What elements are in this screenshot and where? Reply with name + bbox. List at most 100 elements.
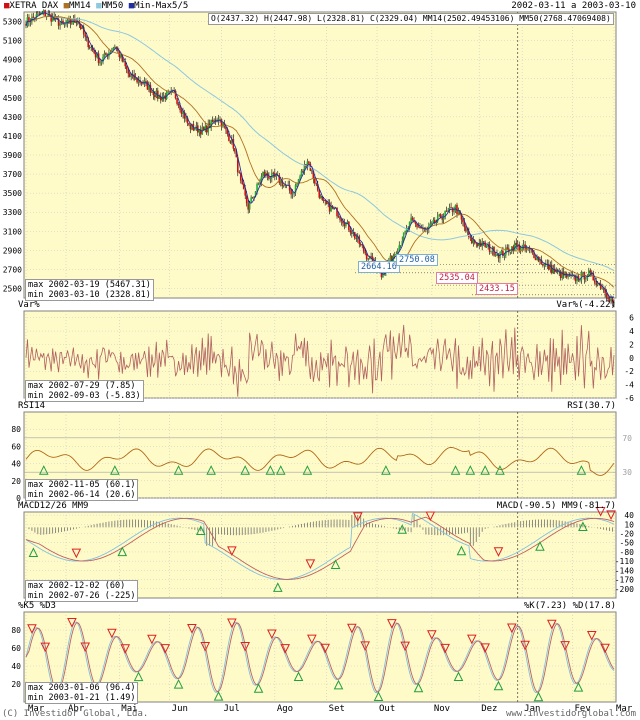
- macd-title: MACD12/26 MM9: [18, 501, 89, 511]
- candle-body-45: [91, 47, 94, 51]
- candle-body-240: [380, 271, 383, 277]
- candle-body-139: [231, 139, 233, 144]
- candle-body-106: [182, 112, 184, 114]
- stoch-sell-marker-274: [427, 630, 437, 640]
- candle-body-246: [389, 255, 392, 263]
- candle-body-199: [319, 196, 322, 198]
- var-max: max 2002-07-29 (7.85): [28, 381, 136, 391]
- legend-dax-label: XETRA DAX: [9, 1, 59, 11]
- candle-body-223: [355, 238, 358, 240]
- month-label-Mar: Mar: [616, 704, 633, 714]
- candle-body-258: [407, 227, 409, 229]
- p3-tick--110: -110: [615, 557, 634, 566]
- rsi-value: RSI(30.7): [567, 401, 616, 411]
- candle-body-77: [139, 80, 141, 83]
- macd-sell-marker-15: [595, 507, 606, 517]
- candle-body-142: [235, 151, 238, 158]
- p3-tick-10: 10: [624, 520, 634, 529]
- candle-body-283: [444, 210, 446, 217]
- stoch-max: max 2003-01-06 (96.4): [28, 683, 136, 693]
- stoch-sell-marker-175: [280, 644, 291, 654]
- candle-body-196: [315, 183, 318, 185]
- candle-body-187: [302, 170, 304, 172]
- candle-body-71: [130, 75, 132, 77]
- stoch-buy-marker-265: [413, 682, 424, 693]
- minmax-line: [25, 12, 614, 298]
- macd-sell-marker-8: [352, 512, 363, 522]
- candle-body-381: [589, 270, 592, 273]
- candle-body-309: [482, 241, 485, 243]
- candle-body-282: [442, 216, 445, 220]
- candle-body-90: [158, 96, 161, 99]
- candle-body-330: [513, 242, 516, 251]
- price-tick-2500: 2500: [3, 284, 22, 293]
- stoch-sell-marker-139: [227, 618, 237, 629]
- mm14-line: [25, 15, 615, 288]
- candle-body-160: [262, 172, 264, 177]
- p1-tick-2: 2: [629, 340, 634, 349]
- candle-body-152: [250, 197, 252, 203]
- candle-body-26: [63, 23, 66, 25]
- candle-body-191: [308, 161, 310, 164]
- macd-sell-marker-6: [305, 559, 316, 569]
- stoch-sell-marker-4: [27, 624, 37, 634]
- p3-tick--20: -20: [620, 530, 635, 539]
- candle-body-12: [42, 10, 45, 13]
- rsi-buy-marker-4: [240, 465, 251, 475]
- candle-body-203: [325, 201, 328, 204]
- month-label-Abr: Abr: [68, 704, 85, 714]
- p1-tick-6: 6: [629, 314, 634, 323]
- candle-body-67: [124, 61, 127, 67]
- site-url: www.investidorglobal.com: [505, 709, 636, 719]
- candle-body-329: [512, 246, 515, 251]
- candle-body-105: [180, 110, 183, 114]
- candle-body-64: [119, 54, 122, 58]
- candle-body-134: [223, 123, 226, 127]
- candle-body-138: [229, 140, 232, 144]
- candle-body-343: [533, 252, 535, 259]
- candle-body-292: [457, 210, 460, 215]
- stoch-buy-marker-184: [293, 671, 304, 682]
- stoch-stats: max 2003-01-06 (96.4) min 2003-01-21 (1.…: [25, 682, 139, 704]
- macd-buy-marker-13: [535, 541, 545, 551]
- candle-body-96: [167, 91, 169, 93]
- candle-body-103: [177, 103, 180, 106]
- candle-body-392: [605, 293, 608, 297]
- candle-body-224: [356, 236, 359, 239]
- candle-body-165: [269, 178, 272, 179]
- candle-body-118: [199, 129, 202, 135]
- stoch-buy-marker-130: [213, 691, 224, 701]
- p3-tick--170: -170: [615, 576, 634, 585]
- candle-body-232: [368, 256, 371, 260]
- stoch-sell-marker-121: [200, 642, 211, 652]
- candle-body-125: [210, 119, 212, 129]
- stoch-min: min 2003-01-21 (1.49): [28, 693, 136, 703]
- candle-body-366: [567, 273, 569, 278]
- macd-buy-marker-9: [397, 524, 408, 534]
- price-tick-3700: 3700: [3, 170, 22, 179]
- candle-body-83: [148, 85, 150, 90]
- price-min: min 2003-03-10 (2328.81): [28, 290, 151, 300]
- stoch-value: %K(7.23) %D(17.8): [523, 601, 616, 611]
- candle-body-188: [303, 164, 306, 171]
- candle-body-127: [213, 119, 215, 123]
- candle-body-227: [361, 244, 364, 246]
- p3-tick--200: -200: [615, 585, 634, 594]
- candle-body-102: [176, 98, 178, 104]
- candle-body-230: [365, 253, 368, 259]
- legend-mm50-label: MM50: [101, 1, 124, 11]
- date-range: 2002-03-11 a 2003-03-10: [511, 1, 636, 11]
- stoch-title: %K5 %D3: [18, 601, 56, 611]
- stoch-sell-marker-229: [360, 641, 370, 652]
- candle-body-104: [179, 105, 181, 111]
- candle-body-87: [154, 95, 156, 98]
- candle-body-82: [146, 81, 149, 90]
- candle-body-154: [253, 196, 255, 199]
- stoch-sell-marker-328: [506, 623, 517, 634]
- month-label-Nov: Nov: [434, 704, 450, 714]
- candle-body-228: [362, 245, 365, 252]
- candle-body-384: [593, 280, 596, 283]
- month-label-Jan: Jan: [524, 704, 540, 714]
- candle-body-150: [247, 203, 249, 210]
